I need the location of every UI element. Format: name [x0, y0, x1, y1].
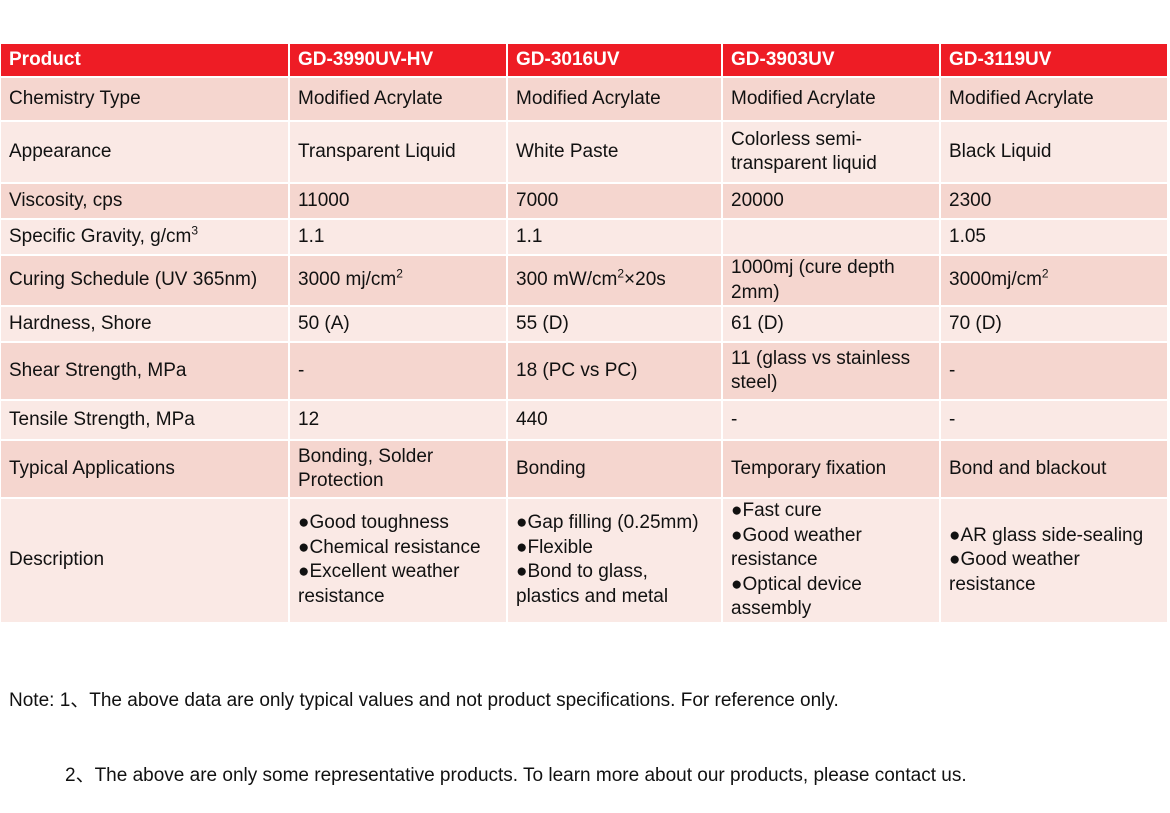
table-cell: Colorless semi-transparent liquid — [722, 121, 941, 184]
table-cell: 2300 — [940, 183, 1169, 220]
table-cell: 11000 — [289, 183, 508, 220]
table-cell: 50 (A) — [289, 306, 508, 343]
table-cell: 70 (D) — [940, 306, 1169, 343]
table-cell: White Paste — [507, 121, 723, 184]
row-label: Shear Strength, MPa — [1, 342, 290, 401]
table-cell: 20000 — [722, 183, 941, 220]
table-cell: 300 mW/cm2×20s — [507, 255, 723, 307]
table-row: Curing Schedule (UV 365nm) 3000 mj/cm2 300… — [1, 255, 1169, 307]
table-cell: 1.1 — [507, 219, 723, 256]
description-bullet: ●Optical device assembly — [731, 573, 862, 620]
table-row: Specific Gravity, g/cm3 1.1 1.1 1.05 — [1, 219, 1169, 256]
header-cell-gd-3903uv: GD-3903UV — [722, 44, 941, 78]
table-cell: 55 (D) — [507, 306, 723, 343]
notes: Note: 1、The above data are only typical … — [9, 638, 967, 813]
description-bullet: ●Good weather resistance — [949, 549, 1080, 595]
table-cell: Modified Acrylate — [722, 77, 941, 122]
table-row: Viscosity, cps 11000 7000 20000 2300 — [1, 183, 1169, 220]
table-cell: 440 — [507, 400, 723, 441]
table-row: Chemistry Type Modified Acrylate Modified … — [1, 77, 1169, 122]
description-bullet: ●Chemical resistance — [298, 536, 481, 558]
description-cell: ●Gap filling (0.25mm) ●Flexible ●Bond to g… — [507, 498, 723, 624]
row-label: Hardness, Shore — [1, 306, 290, 343]
table-cell: Black Liquid — [940, 121, 1169, 184]
description-bullet: ●AR glass side-sealing — [949, 524, 1144, 546]
table-cell: 1.1 — [289, 219, 508, 256]
table-row: Appearance Transparent Liquid White Paste C… — [1, 121, 1169, 184]
row-label: Viscosity, cps — [1, 183, 290, 220]
header-cell-gd-3119uv: GD-3119UV — [940, 44, 1169, 78]
table-cell: Bonding — [507, 440, 723, 499]
table-cell: - — [722, 400, 941, 441]
table-cell: 1.05 — [940, 219, 1169, 256]
description-bullet: ●Bond to glass, plastics and metal — [516, 561, 669, 607]
description-cell: ●Fast cure ●Good weather resistance ●Optic… — [722, 498, 941, 624]
table-cell: 3000mj/cm2 — [940, 255, 1169, 307]
row-label: Specific Gravity, g/cm3 — [1, 219, 290, 256]
row-label: Appearance — [1, 121, 290, 184]
table-row: Hardness, Shore 50 (A) 55 (D) 61 (D) 70 (D) — [1, 306, 1169, 343]
table-row-description: Description ●Good toughness ●Chemical resi… — [1, 498, 1169, 624]
table-cell: 1000mj (cure depth 2mm) — [722, 255, 941, 307]
table-cell: Modified Acrylate — [507, 77, 723, 122]
table-cell: 61 (D) — [722, 306, 941, 343]
table-cell: - — [940, 342, 1169, 401]
table-cell: Bond and blackout — [940, 440, 1169, 499]
table-cell: 18 (PC vs PC) — [507, 342, 723, 401]
row-label: Description — [1, 498, 290, 624]
table-cell: Modified Acrylate — [289, 77, 508, 122]
table-row: Tensile Strength, MPa 12 440- - — [1, 400, 1169, 441]
table-cell: 3000 mj/cm2 — [289, 255, 508, 307]
note-line-2: 2、The above are only some representative… — [65, 765, 967, 786]
table-cell: Modified Acrylate — [940, 77, 1169, 122]
table-cell: Bonding, Solder Protection — [289, 440, 508, 499]
table-row: Shear Strength, MPa -18 (PC vs PC) 11 (gla… — [1, 342, 1169, 401]
table-cell — [722, 219, 941, 256]
header-row: Product GD-3990UV-HV GD-3016UV GD-3903UV… — [1, 44, 1169, 78]
table-cell: 7000 — [507, 183, 723, 220]
description-bullet: ●Excellent weather resistance — [298, 561, 460, 607]
row-label: Curing Schedule (UV 365nm) — [1, 255, 290, 307]
table-cell: Transparent Liquid — [289, 121, 508, 184]
description-bullet: ●Good toughness — [298, 512, 449, 534]
table-cell: 11 (glass vs stainless steel) — [722, 342, 941, 401]
description-cell: ●Good toughness ●Chemical resistance ●Exce… — [289, 498, 508, 624]
row-label: Chemistry Type — [1, 77, 290, 122]
description-bullet: ●Good weather resistance — [731, 524, 862, 571]
header-cell-gd-3016uv: GD-3016UV — [507, 44, 723, 78]
note-line-1: Note: 1、The above data are only typical … — [9, 690, 839, 711]
description-bullet: ●Gap filling (0.25mm) — [516, 512, 699, 534]
row-label: Tensile Strength, MPa — [1, 400, 290, 441]
table-cell: - — [289, 342, 508, 401]
header-cell-gd-3990uv-hv: GD-3990UV-HV — [289, 44, 508, 78]
table-cell: Temporary fixation — [722, 440, 941, 499]
description-bullet: ●Fast cure — [731, 500, 822, 521]
description-cell: ●AR glass side-sealing ●Good weather resi… — [940, 498, 1169, 624]
table-body: Chemistry Type Modified Acrylate Modified … — [1, 77, 1169, 624]
description-bullet: ●Flexible — [516, 536, 593, 558]
row-label: Typical Applications — [1, 440, 290, 499]
table-cell: - — [940, 400, 1169, 441]
product-spec-table: Product GD-3990UV-HV GD-3016UV GD-3903UV… — [1, 44, 1169, 624]
table-cell: 12 — [289, 400, 508, 441]
table-row: Typical Applications Bonding, Solder Prot… — [1, 440, 1169, 499]
header-cell-product: Product — [1, 44, 290, 78]
